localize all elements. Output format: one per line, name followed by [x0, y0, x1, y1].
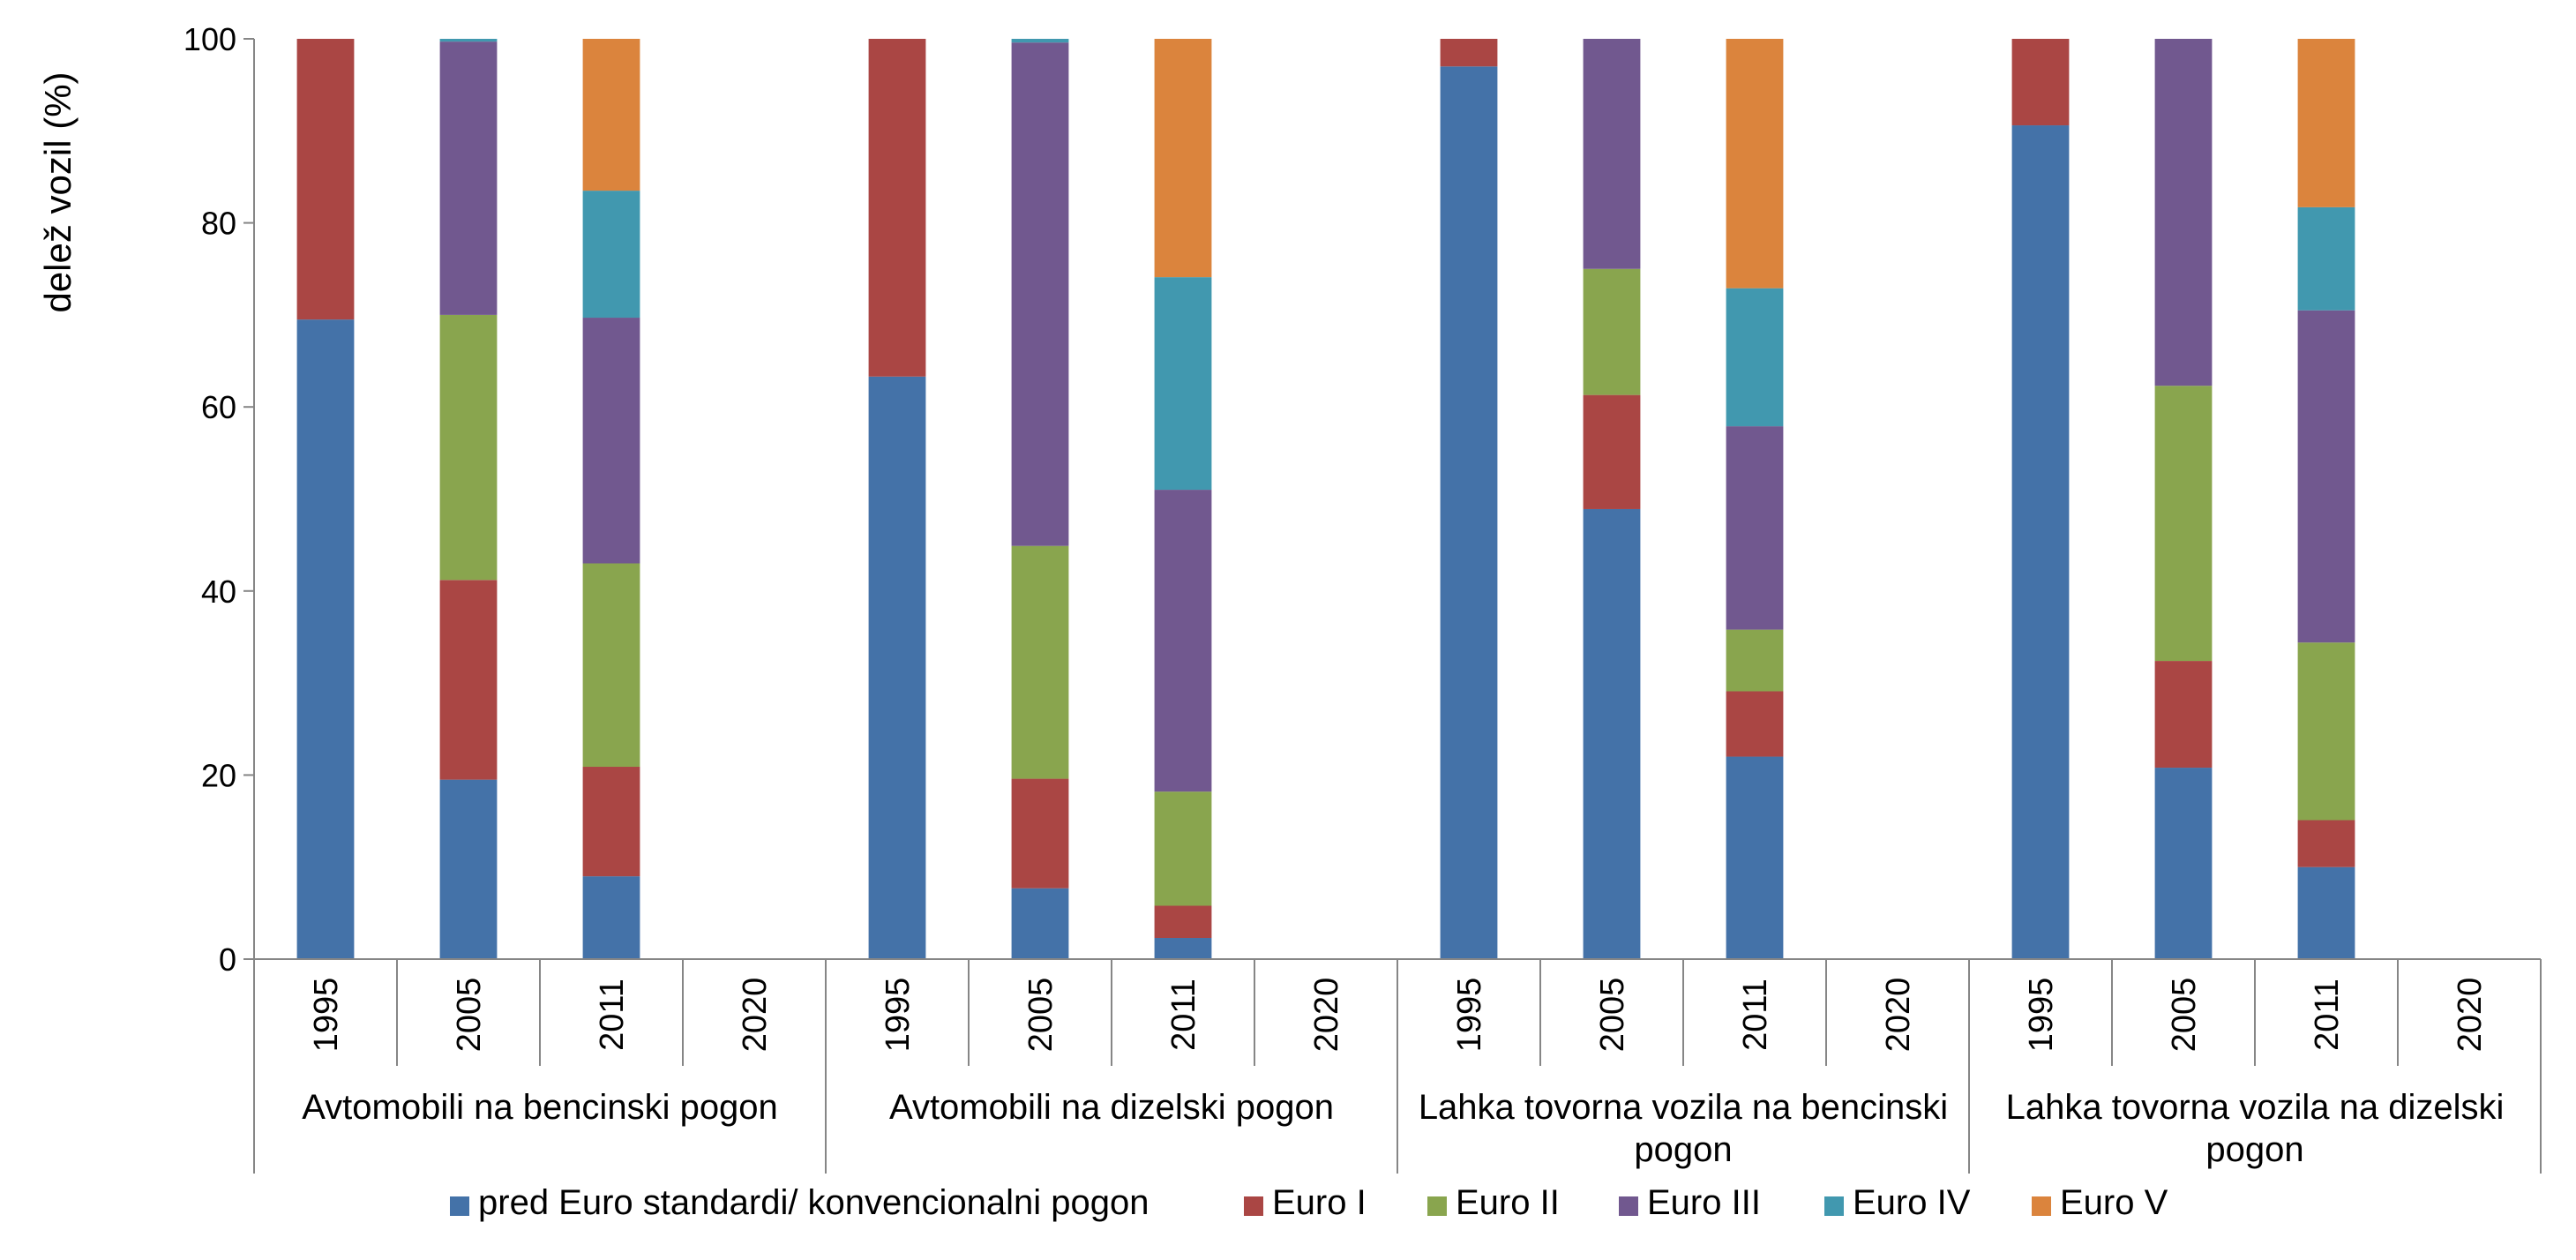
group-label: pogon — [2205, 1130, 2303, 1169]
x-tick-label: 2011 — [594, 979, 631, 1051]
bar-segment — [1726, 39, 1784, 289]
x-tick-label: 2011 — [2309, 979, 2346, 1051]
legend-swatch — [1619, 1196, 1638, 1216]
bar-segment — [1154, 791, 1212, 906]
y-tick-label: 80 — [201, 206, 236, 242]
legend-swatch — [1824, 1196, 1844, 1216]
bar-segment — [2297, 310, 2355, 643]
y-axis-title: delež vozil (%) — [37, 71, 79, 312]
bar-segment — [2297, 820, 2355, 867]
legend-label: Euro II — [1456, 1183, 1560, 1222]
plot-area — [296, 39, 2355, 960]
bar-segment — [439, 314, 498, 581]
bar-segment — [439, 580, 498, 780]
bar-segment — [1154, 39, 1212, 278]
group-label: pogon — [1634, 1130, 1732, 1169]
bar-segment — [1011, 545, 1069, 779]
group-label: Lahka tovorna vozila na bencinski — [1419, 1088, 1948, 1127]
axis-labels: delež vozil (%) — [37, 71, 79, 312]
x-tick-label: 2020 — [2452, 978, 2489, 1053]
bar-segment — [1726, 426, 1784, 630]
x-tick-label: 1995 — [1451, 978, 1488, 1053]
bar-segment — [1154, 277, 1212, 491]
legend-swatch — [1427, 1196, 1447, 1216]
x-tick-label: 1995 — [2023, 978, 2060, 1053]
bar-segment — [1440, 66, 1498, 960]
x-tick-label: 2011 — [1165, 979, 1202, 1051]
x-tick-label: 2011 — [1737, 979, 1774, 1051]
bar-segment — [1583, 394, 1641, 509]
bar-segment — [1011, 778, 1069, 889]
bar-segment — [296, 39, 355, 320]
bar-segment — [1011, 42, 1069, 546]
bar-segment — [2154, 39, 2213, 386]
x-tick-label: 2005 — [1594, 978, 1631, 1053]
group-label: Avtomobili na bencinski pogon — [302, 1088, 778, 1127]
bar-segment — [1726, 288, 1784, 427]
y-tick-label: 60 — [201, 389, 236, 425]
legend-label: Euro III — [1647, 1183, 1761, 1222]
bar-segment — [582, 563, 640, 768]
bar-segment — [1583, 39, 1641, 269]
bar-segment — [2011, 39, 2070, 126]
x-tick-label: 2005 — [451, 978, 488, 1053]
bar-segment — [1583, 508, 1641, 959]
bar-segment — [868, 376, 926, 959]
bar-segment — [1726, 629, 1784, 692]
x-tick-label: 2020 — [1308, 978, 1345, 1053]
bar-segment — [1726, 691, 1784, 757]
x-tick-label: 2020 — [737, 978, 774, 1053]
legend-swatch — [2032, 1196, 2051, 1216]
group-label: Avtomobili na dizelski pogon — [889, 1088, 1334, 1127]
bar-segment — [439, 39, 498, 42]
bar-segment — [1583, 268, 1641, 395]
bar-segment — [2297, 206, 2355, 311]
bar-segment — [582, 876, 640, 959]
bar-segment — [2154, 386, 2213, 662]
y-tick-label: 0 — [219, 941, 236, 978]
bar-segment — [582, 318, 640, 564]
x-tick-label: 1995 — [308, 978, 345, 1053]
bar-segment — [2011, 125, 2070, 960]
bar-segment — [2297, 642, 2355, 821]
bar-segment — [296, 319, 355, 959]
legend-label: pred Euro standardi/ konvencionalni pogo… — [478, 1183, 1149, 1222]
bar-segment — [2297, 866, 2355, 959]
axes: 0 20 40 60 80 100 1995 2005 2011 2020 1995 2005 2011… — [183, 21, 2542, 1174]
bar-segment — [2297, 39, 2355, 207]
x-tick-label: 1995 — [880, 978, 917, 1053]
bar-segment — [1011, 888, 1069, 959]
x-tick-label: 2005 — [1022, 978, 1060, 1053]
y-tick-label: 40 — [201, 574, 236, 610]
bar-segment — [582, 191, 640, 319]
bar-segment — [582, 39, 640, 191]
bar-segment — [1440, 39, 1498, 67]
bar-segment — [868, 39, 926, 377]
legend: pred Euro standardi/ konvencionalni pogo… — [450, 1183, 2168, 1222]
bar-segment — [439, 41, 498, 315]
bar-segment — [439, 779, 498, 959]
group-label: Lahka tovorna vozila na dizelski — [2006, 1088, 2505, 1127]
legend-label: Euro IV — [1853, 1183, 1971, 1222]
legend-label: Euro V — [2060, 1183, 2168, 1222]
bar-segment — [2154, 661, 2213, 769]
bar-segment — [1011, 39, 1069, 43]
bar-segment — [1154, 938, 1212, 959]
x-tick-label: 2020 — [1880, 978, 1917, 1053]
bar-segment — [1154, 905, 1212, 939]
bar-segment — [2154, 768, 2213, 959]
x-tick-label: 2005 — [2166, 978, 2203, 1053]
bar-segment — [1726, 756, 1784, 959]
legend-label: Euro I — [1272, 1183, 1367, 1222]
bar-segment — [582, 767, 640, 877]
legend-swatch — [1244, 1196, 1263, 1216]
bar-segment — [1154, 490, 1212, 792]
y-tick-label: 100 — [183, 21, 236, 57]
legend-swatch — [450, 1196, 469, 1216]
y-tick-label: 20 — [201, 757, 236, 793]
